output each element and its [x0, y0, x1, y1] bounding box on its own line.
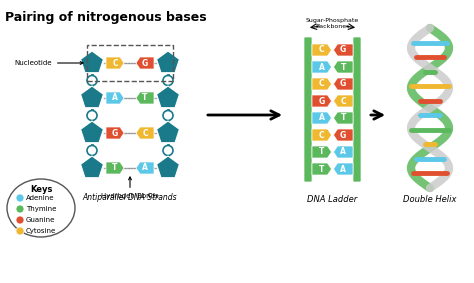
Polygon shape	[106, 92, 124, 104]
Circle shape	[16, 205, 24, 213]
Polygon shape	[334, 44, 353, 56]
Text: A: A	[340, 147, 346, 156]
Text: Keys: Keys	[30, 185, 52, 194]
Circle shape	[87, 145, 97, 155]
Text: Nucleotide: Nucleotide	[15, 60, 83, 66]
Text: C: C	[319, 130, 325, 140]
Text: Antiparallel DNA Strands: Antiparallel DNA Strands	[82, 193, 177, 202]
Ellipse shape	[7, 179, 75, 237]
Polygon shape	[81, 51, 103, 73]
Text: A: A	[142, 164, 148, 173]
Text: G: G	[340, 80, 346, 89]
Text: Adenine: Adenine	[26, 195, 55, 201]
FancyBboxPatch shape	[353, 37, 361, 182]
Text: C: C	[319, 46, 325, 55]
Polygon shape	[334, 95, 353, 107]
Circle shape	[163, 110, 173, 121]
Text: C: C	[112, 59, 118, 68]
Polygon shape	[312, 129, 331, 141]
Circle shape	[16, 227, 24, 235]
Polygon shape	[156, 156, 180, 178]
Text: T: T	[340, 63, 346, 72]
Text: T: T	[319, 147, 324, 156]
Text: T: T	[340, 113, 346, 123]
Polygon shape	[334, 112, 353, 124]
Circle shape	[87, 76, 97, 85]
Text: A: A	[319, 63, 325, 72]
Text: T: T	[319, 164, 324, 173]
Text: G: G	[319, 97, 325, 106]
Polygon shape	[81, 86, 103, 108]
Text: Guanine: Guanine	[26, 217, 55, 223]
Text: G: G	[112, 128, 118, 138]
Circle shape	[163, 145, 173, 155]
Polygon shape	[334, 61, 353, 73]
Polygon shape	[81, 156, 103, 178]
Polygon shape	[312, 78, 331, 90]
Text: C: C	[340, 97, 346, 106]
Text: A: A	[319, 113, 325, 123]
Polygon shape	[312, 44, 331, 56]
Text: T: T	[112, 164, 118, 173]
Text: Sugar-Phosphate
Backbones: Sugar-Phosphate Backbones	[306, 18, 359, 29]
Text: A: A	[340, 164, 346, 173]
Polygon shape	[334, 78, 353, 90]
Text: Cytosine: Cytosine	[26, 228, 56, 234]
Polygon shape	[312, 112, 331, 124]
Text: C: C	[319, 80, 325, 89]
Text: G: G	[142, 59, 148, 68]
Text: G: G	[340, 46, 346, 55]
Polygon shape	[136, 57, 154, 69]
Polygon shape	[334, 163, 353, 175]
Polygon shape	[81, 121, 103, 143]
Text: DNA Ladder: DNA Ladder	[307, 195, 357, 204]
Polygon shape	[334, 129, 353, 141]
Circle shape	[16, 216, 24, 224]
Text: Hydrogen Bonds: Hydrogen Bonds	[101, 177, 159, 199]
Polygon shape	[312, 146, 331, 158]
Polygon shape	[312, 95, 331, 107]
Polygon shape	[156, 86, 180, 108]
FancyBboxPatch shape	[304, 37, 312, 182]
Polygon shape	[136, 92, 154, 104]
Text: Double Helix: Double Helix	[403, 195, 457, 204]
Polygon shape	[156, 51, 180, 73]
Circle shape	[87, 110, 97, 121]
Polygon shape	[106, 57, 124, 69]
Polygon shape	[106, 127, 124, 139]
Polygon shape	[106, 162, 124, 174]
Circle shape	[163, 76, 173, 85]
Text: T: T	[142, 93, 148, 102]
Text: A: A	[112, 93, 118, 102]
Polygon shape	[312, 163, 331, 175]
Polygon shape	[312, 61, 331, 73]
Polygon shape	[136, 162, 154, 174]
Text: Pairing of nitrogenous bases: Pairing of nitrogenous bases	[5, 11, 207, 24]
Polygon shape	[136, 127, 154, 139]
Text: C: C	[142, 128, 148, 138]
Polygon shape	[156, 121, 180, 143]
Polygon shape	[334, 146, 353, 158]
Circle shape	[16, 194, 24, 202]
Text: Thymine: Thymine	[26, 206, 56, 212]
Text: G: G	[340, 130, 346, 140]
